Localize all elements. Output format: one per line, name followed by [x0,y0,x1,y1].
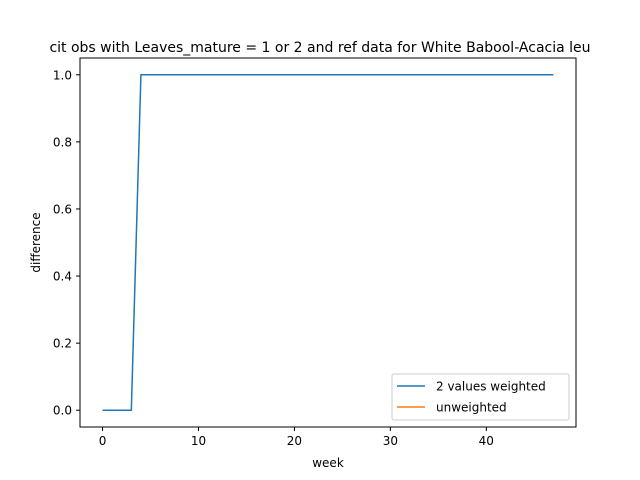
x-tick-label: 10 [191,434,206,448]
legend-box [391,373,570,421]
x-tick-label: 30 [383,434,398,448]
x-axis-ticks: 0 10 20 30 40 [99,427,494,448]
x-tick-label: 40 [479,434,494,448]
legend-label-weighted: 2 values weighted [436,380,546,394]
y-tick-label: 1.0 [53,68,72,82]
y-tick-label: 0.8 [53,135,72,149]
x-tick-label: 0 [99,434,107,448]
plot-frame [79,57,577,428]
series-line-0 [102,74,554,411]
x-tick-label: 20 [287,434,302,448]
legend-label-unweighted: unweighted [436,401,507,415]
chart-title: cit obs with Leaves_mature = 1 or 2 and … [49,40,590,56]
y-axis-label: difference [29,212,43,272]
x-axis-label: week [312,456,344,470]
y-tick-label: 0.6 [53,202,72,216]
y-tick-label: 0.2 [53,337,72,351]
y-tick-label: 0.0 [53,404,72,418]
series-layer [102,74,554,411]
y-tick-label: 0.4 [53,270,72,284]
y-axis-ticks: 0.0 0.2 0.4 0.6 0.8 1.0 [53,68,80,418]
legend: 2 values weighted unweighted [391,373,570,421]
